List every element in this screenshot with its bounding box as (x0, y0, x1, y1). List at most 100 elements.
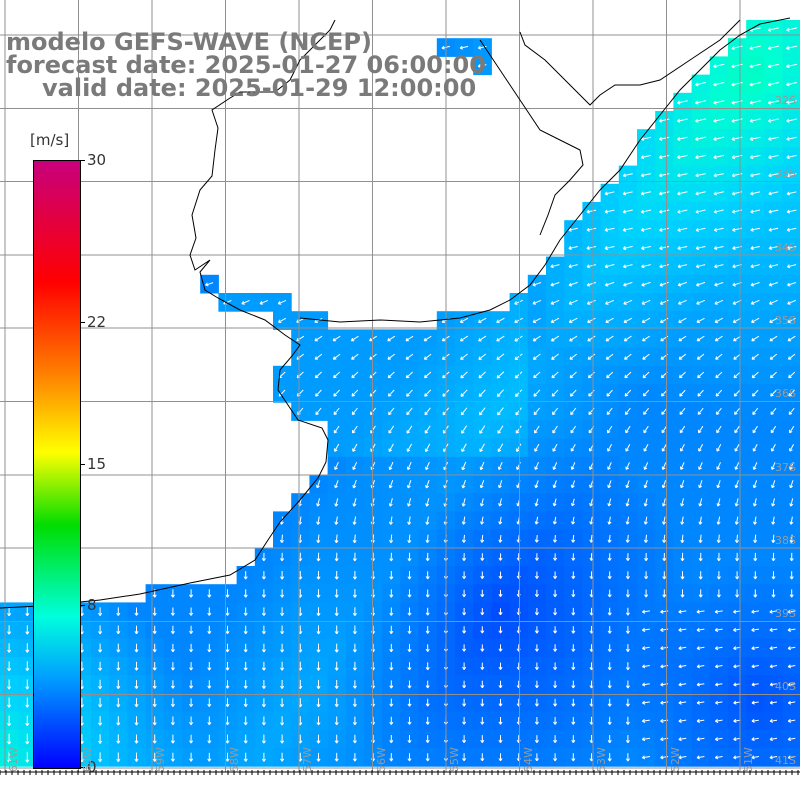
wind-arrow (642, 371, 650, 379)
wind-arrow (571, 607, 576, 616)
wind-arrow (731, 100, 743, 105)
wind-arrow (604, 209, 615, 214)
wind-arrow (698, 498, 703, 507)
wind-arrow (749, 100, 761, 105)
colorbar-tick-mark (80, 463, 85, 465)
wind-arrow (497, 425, 504, 434)
wind-arrow (714, 737, 723, 742)
wind-arrow (753, 534, 758, 544)
wind-arrow (424, 443, 431, 453)
wind-arrow (261, 752, 266, 762)
wind-arrow (552, 443, 558, 452)
wind-arrow (389, 698, 394, 707)
wind-arrow (752, 389, 759, 397)
wind-arrow (534, 680, 539, 689)
wind-arrow (498, 626, 503, 634)
wind-arrow (498, 698, 503, 707)
wind-arrow (189, 734, 194, 744)
wind-arrow (734, 516, 739, 525)
wind-arrow (406, 461, 412, 471)
wind-arrow (189, 607, 194, 616)
wind-arrow (552, 462, 558, 470)
wind-arrow (462, 735, 467, 743)
wind-arrow (425, 607, 430, 616)
wind-arrow (752, 443, 758, 452)
wind-arrow (152, 625, 157, 634)
colorbar-tick-mark (80, 605, 85, 607)
wind-arrow (767, 82, 779, 87)
wind-arrow (170, 625, 175, 634)
wind-arrow (461, 498, 466, 507)
wind-arrow (116, 643, 121, 653)
wind-arrow (661, 425, 667, 434)
wind-arrow (678, 700, 687, 705)
wind-arrow (460, 371, 468, 379)
wind-arrow (733, 371, 741, 379)
wind-arrow (677, 136, 688, 141)
wind-arrow (389, 680, 394, 689)
wind-arrow (462, 698, 467, 707)
wind-arrow (662, 534, 667, 543)
wind-arrow (316, 589, 321, 598)
wind-arrow (715, 700, 723, 705)
wind-arrow (607, 589, 612, 598)
wind-arrow (534, 462, 539, 471)
wind-arrow (731, 45, 743, 50)
wind-arrow (116, 734, 121, 744)
wind-arrow (786, 264, 797, 269)
wind-arrow (661, 498, 666, 507)
wind-arrow (713, 118, 725, 123)
wind-arrow (207, 680, 212, 689)
wind-arrow (751, 646, 759, 651)
wind-arrow (789, 589, 794, 598)
wind-arrow (641, 700, 650, 705)
wind-arrow (480, 608, 485, 616)
wind-arrow (770, 389, 777, 397)
frame-ticks (0, 770, 800, 775)
wind-arrow (478, 335, 487, 342)
wind-arrow (716, 425, 722, 434)
wind-arrow (789, 552, 794, 562)
colorbar-tick-label: 8 (87, 596, 97, 615)
wind-arrow (334, 607, 339, 616)
wind-arrow (425, 589, 430, 598)
longitude-label: 56W (374, 747, 388, 772)
wind-arrow (534, 498, 539, 507)
wind-arrow (515, 389, 523, 397)
wind-arrow (170, 643, 175, 653)
colorbar-tick-mark (80, 767, 85, 768)
wind-arrow (334, 534, 339, 544)
wind-arrow (334, 498, 339, 507)
wind-arrow (641, 755, 651, 760)
wind-arrow (698, 571, 703, 580)
wind-arrow (586, 209, 597, 214)
wind-arrow (461, 480, 466, 489)
wind-arrow (786, 45, 798, 50)
wind-arrow (731, 118, 743, 123)
wind-arrow (496, 353, 505, 360)
wind-arrow (480, 516, 484, 525)
longitude-label: 58W (227, 747, 241, 772)
wind-arrow (752, 407, 759, 415)
wind-arrow (498, 589, 503, 597)
wind-arrow (207, 752, 212, 762)
wind-arrow (425, 461, 430, 471)
wind-arrow (261, 625, 266, 635)
wind-arrow (388, 516, 393, 525)
wind-arrow (695, 82, 707, 87)
wind-arrow (625, 753, 630, 762)
wind-arrow (498, 534, 503, 543)
wind-arrow (407, 625, 412, 634)
wind-arrow (7, 679, 12, 690)
wind-arrow (733, 737, 741, 742)
wind-arrow (334, 461, 339, 471)
wind-arrow (768, 154, 779, 160)
colorbar-tick-label: 30 (87, 151, 107, 169)
wind-arrow (753, 516, 757, 525)
wind-arrow (641, 609, 650, 614)
wind-arrow (334, 734, 339, 744)
wind-arrow (643, 443, 649, 452)
wind-arrow (480, 662, 485, 670)
wind-arrow (152, 734, 157, 744)
